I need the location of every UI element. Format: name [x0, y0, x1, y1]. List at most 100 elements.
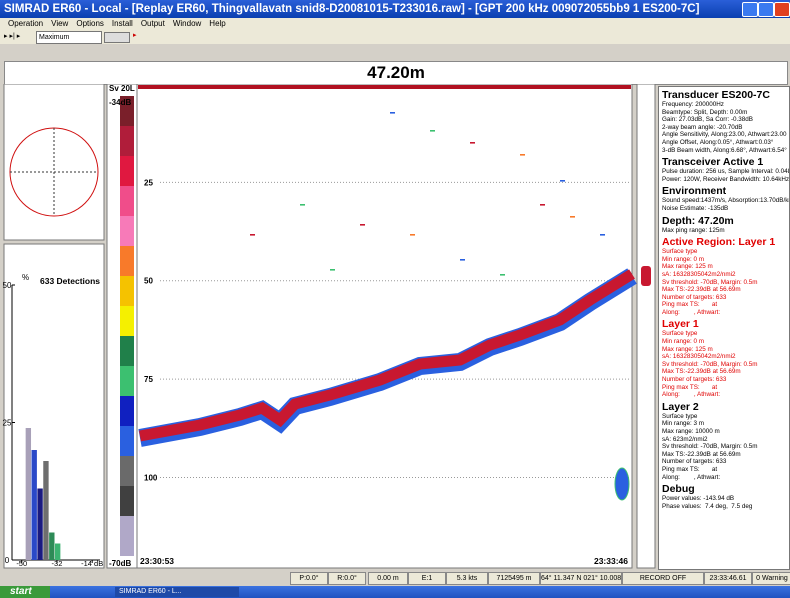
info-line: Frequency: 200000Hz: [659, 101, 789, 109]
info-line: Surface type: [659, 248, 789, 256]
info-line: Along: , Athwart:: [659, 391, 789, 399]
info-line: Number of targets: 633: [659, 294, 789, 302]
slider[interactable]: [104, 32, 130, 43]
status-cell: 23:33:46.61: [704, 572, 752, 585]
info-line: Max range: 10000 m: [659, 428, 789, 436]
y-unit: %: [22, 273, 29, 282]
fish-echo: [570, 216, 575, 218]
fish-echo: [410, 234, 415, 236]
menu-item[interactable]: Window: [173, 19, 201, 28]
section-heading: Transducer ES200-7C: [659, 89, 789, 101]
info-line: Sv threshold: -70dB, Margin: 0.5m: [659, 443, 789, 451]
menu-item[interactable]: Help: [209, 19, 225, 28]
scrollbar[interactable]: [637, 84, 655, 568]
color-band: [120, 216, 134, 246]
info-line: Angle Offset, Along:0.05°, Athwart:0.03°: [659, 139, 789, 147]
color-band: [120, 516, 134, 556]
color-band: [120, 456, 134, 486]
info-line: Beamtype: Split, Depth: 0.00m: [659, 109, 789, 117]
y-tick-label: 50: [3, 281, 12, 290]
section-heading: Active Region: Layer 1: [659, 236, 789, 248]
info-line: Phase values: 7.4 deg, 7.5 deg: [659, 503, 789, 511]
status-cell: RECORD OFF: [622, 572, 704, 585]
color-band: [120, 336, 134, 366]
menu-item[interactable]: View: [51, 19, 68, 28]
fish-echo: [600, 234, 605, 236]
status-cell: 0.00 m: [368, 572, 408, 585]
x-tick-label: -14 dB: [81, 559, 103, 568]
y-tick-label: 0: [5, 556, 10, 565]
histogram-bar: [26, 428, 31, 560]
info-line: 2-way beam angle: -20.70dB: [659, 124, 789, 132]
task-button[interactable]: SIMRAD ER60 - L...: [115, 587, 239, 597]
window-title: SIMRAD ER60 - Local - [Replay ER60, Thin…: [4, 3, 699, 15]
menu-item[interactable]: Operation: [8, 19, 43, 28]
info-line: sA: 16328305042m2/nmi2: [659, 271, 789, 279]
color-band: [120, 366, 134, 396]
info-line: Ping max TS: at: [659, 466, 789, 474]
depth-tick-label: 50: [144, 277, 153, 286]
info-line: Ping max TS: at: [659, 384, 789, 392]
title-bar: SIMRAD ER60 - Local - [Replay ER60, Thin…: [0, 0, 790, 18]
end-time: 23:33:46: [594, 556, 628, 566]
info-line: Max range: 125 m: [659, 263, 789, 271]
status-cell: 0 Warning: [752, 572, 790, 585]
toolbar: ▸ ▸| ▸ Maximum ▸: [0, 30, 790, 44]
scale-top: -34dB: [109, 98, 131, 107]
scale-bottom: -70dB: [109, 559, 131, 568]
info-line: sA: 16328305042m2/nmi2: [659, 353, 789, 361]
menu-item[interactable]: Output: [141, 19, 165, 28]
y-tick-label: 25: [3, 419, 12, 428]
start-time: 23:30:53: [140, 556, 174, 566]
color-band: [120, 246, 134, 276]
info-line: Sound speed:1437m/s, Absorption:13.70dB/…: [659, 197, 789, 205]
info-line: Ping max TS: at: [659, 301, 789, 309]
start-button[interactable]: start: [0, 586, 50, 598]
info-line: Sv threshold: -70dB, Margin: 0.5m: [659, 361, 789, 369]
info-line: Min range: 0 m: [659, 256, 789, 264]
close-button[interactable]: [774, 2, 790, 17]
play-controls[interactable]: ▸ ▸| ▸: [4, 32, 20, 40]
menu-item[interactable]: Install: [112, 19, 133, 28]
section-heading: Layer 1: [659, 318, 789, 330]
info-line: Noise Estimate: -135dB: [659, 205, 789, 213]
info-line: Min range: 3 m: [659, 420, 789, 428]
color-band: [120, 306, 134, 336]
info-line: Max range: 125 m: [659, 346, 789, 354]
histogram-bar: [49, 533, 54, 561]
status-cell: P:0.0°: [290, 572, 328, 585]
color-band: [120, 126, 134, 156]
info-line: Surface type: [659, 330, 789, 338]
record-button[interactable]: ▸: [133, 31, 137, 39]
maximize-button[interactable]: [758, 2, 774, 17]
info-line: Max TS:-22.39dB at 56.69m: [659, 286, 789, 294]
color-band: [120, 186, 134, 216]
info-line: Sv threshold: -70dB, Margin: 0.5m: [659, 279, 789, 287]
info-line: Max ping range: 125m: [659, 227, 789, 235]
histogram-bar: [43, 461, 48, 560]
info-line: Max TS:-22.39dB at 56.69m: [659, 368, 789, 376]
x-tick-label: -50: [16, 559, 27, 568]
info-line: Gain: 27.03dB, Sa Corr: -0.38dB: [659, 116, 789, 124]
histogram-bar: [37, 489, 42, 561]
info-line: Along: , Athwart:: [659, 309, 789, 317]
color-band: [120, 156, 134, 186]
fish-echo: [250, 234, 255, 236]
info-line: Along: , Athwart:: [659, 474, 789, 482]
section-heading: Environment: [659, 185, 789, 197]
fish-echo: [390, 112, 395, 114]
zoom-select[interactable]: Maximum: [36, 31, 102, 44]
status-cell: 7125495 m: [488, 572, 540, 585]
info-line: Surface type: [659, 413, 789, 421]
menu-item[interactable]: Options: [76, 19, 104, 28]
minimize-button[interactable]: [742, 2, 758, 17]
fish-echo: [520, 154, 525, 156]
depth-tick-label: 75: [144, 375, 153, 384]
fish-echo: [460, 259, 465, 261]
section-heading: Transceiver Active 1: [659, 156, 789, 168]
info-line: Number of targets: 633: [659, 458, 789, 466]
section-heading: Debug: [659, 483, 789, 495]
status-cell: 64° 11.347 N 021° 10.008 W: [540, 572, 622, 585]
fish-echo: [300, 204, 305, 206]
scroll-thumb[interactable]: [641, 266, 651, 286]
